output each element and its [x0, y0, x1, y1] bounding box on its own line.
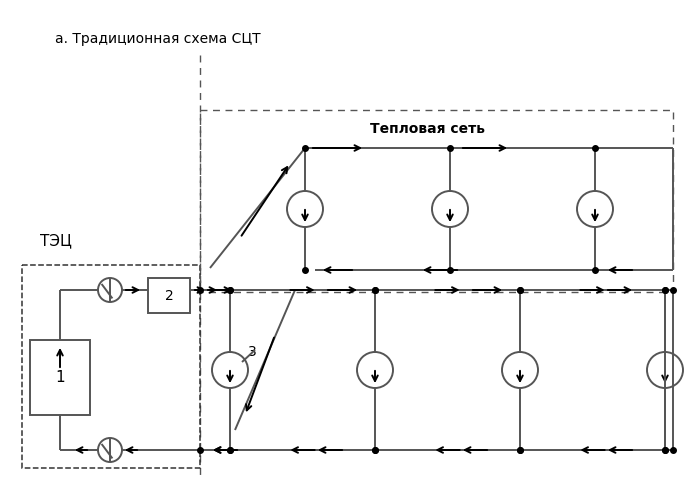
Text: а. Традиционная схема СЦТ: а. Традиционная схема СЦТ — [55, 32, 260, 46]
Text: ТЭЦ: ТЭЦ — [40, 233, 72, 248]
Bar — [22, 265, 200, 468]
Text: 3: 3 — [248, 345, 257, 359]
Bar — [148, 278, 190, 313]
Text: 1: 1 — [55, 370, 65, 385]
Text: 2: 2 — [164, 288, 174, 302]
Text: Тепловая сеть: Тепловая сеть — [370, 122, 485, 136]
Bar — [200, 110, 673, 292]
Bar — [30, 340, 90, 415]
